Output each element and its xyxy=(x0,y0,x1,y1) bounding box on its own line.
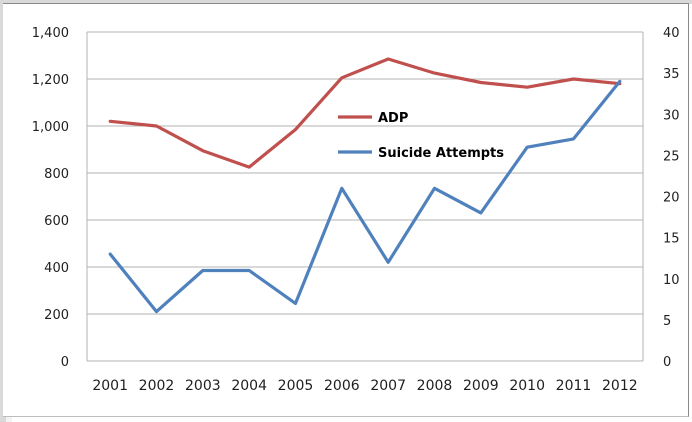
right-tick-label: 0 xyxy=(663,355,671,370)
legend: ADP Suicide Attempts xyxy=(338,111,504,161)
x-tick-label: 2012 xyxy=(602,378,638,394)
left-tick-label: 600 xyxy=(44,214,69,229)
right-tick-label: 5 xyxy=(663,314,671,329)
right-tick-label: 10 xyxy=(663,273,680,288)
right-tick-label: 15 xyxy=(663,232,680,247)
left-tick-label: 1,000 xyxy=(32,120,69,135)
right-axis-ticks: 0 5 10 15 20 25 30 35 40 xyxy=(663,26,680,370)
x-tick-label: 2006 xyxy=(324,378,360,394)
series-line-suicide-attempts xyxy=(108,79,622,314)
x-tick-label: 2009 xyxy=(463,378,499,394)
gridlines xyxy=(86,31,644,362)
legend-label-suicide-attempts: Suicide Attempts xyxy=(378,146,504,161)
left-tick-label: 200 xyxy=(44,308,69,323)
left-axis-ticks: 0 200 400 600 800 1,000 1,200 1,400 xyxy=(32,26,69,370)
right-tick-label: 20 xyxy=(663,191,680,206)
x-tick-label: 2010 xyxy=(509,378,545,394)
x-tick-label: 2007 xyxy=(370,378,406,394)
series-line-adp xyxy=(108,57,622,169)
x-tick-label: 2011 xyxy=(556,378,592,394)
legend-label-adp: ADP xyxy=(378,111,408,126)
x-tick-label: 2001 xyxy=(92,378,128,394)
left-tick-label: 0 xyxy=(61,355,69,370)
x-tick-label: 2003 xyxy=(185,378,221,394)
x-tick-label: 2008 xyxy=(417,378,453,394)
left-tick-label: 1,400 xyxy=(32,26,69,41)
x-axis-ticks: 2001 2002 2003 2004 2005 2006 2007 2008 2009 2010… xyxy=(92,378,637,394)
left-tick-label: 400 xyxy=(44,261,69,276)
x-tick-label: 2002 xyxy=(139,378,175,394)
chart-frame xyxy=(3,3,689,417)
window-edge-top xyxy=(0,0,692,4)
right-tick-label: 35 xyxy=(663,67,680,82)
series-lines xyxy=(108,57,622,314)
x-tick-label: 2005 xyxy=(278,378,314,394)
right-tick-label: 30 xyxy=(663,108,680,123)
left-tick-label: 800 xyxy=(44,167,69,182)
right-tick-label: 25 xyxy=(663,149,680,164)
x-tick-label: 2004 xyxy=(231,378,267,394)
left-tick-label: 1,200 xyxy=(32,73,69,88)
right-tick-label: 40 xyxy=(663,26,680,41)
